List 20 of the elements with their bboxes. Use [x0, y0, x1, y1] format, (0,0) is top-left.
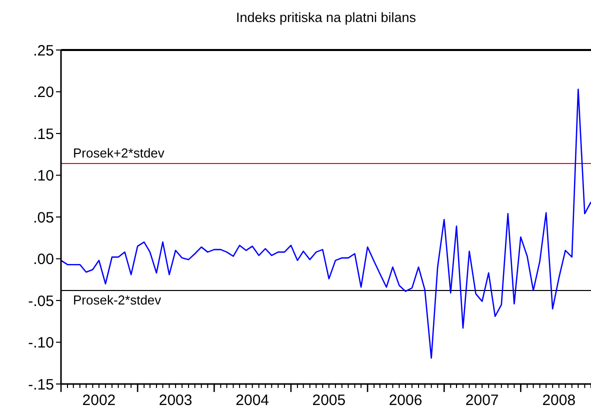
x-tick-label: 2006: [388, 392, 422, 409]
y-tick-label: -.15: [28, 376, 54, 394]
y-tick-label: -.05: [28, 292, 54, 310]
ref-line-label: Prosek+2*stdev: [73, 146, 165, 161]
chart-title: Indeks pritiska na platni bilans: [236, 10, 416, 25]
y-tick-label: .10: [33, 168, 54, 184]
x-tick-label: 2008: [542, 392, 576, 409]
y-tick-label: .20: [33, 84, 54, 101]
x-tick-label: 2007: [465, 392, 499, 409]
x-tick-label: 2004: [236, 392, 270, 409]
line-series: [61, 88, 591, 359]
ref-line-label: Prosek-2*stdev: [73, 292, 162, 308]
x-tick-label: 2002: [82, 392, 116, 409]
x-tick-label: 2005: [312, 392, 346, 409]
y-tick-label: -.10: [28, 334, 54, 352]
y-tick-label: .00: [33, 251, 54, 268]
y-tick-label: .25: [33, 42, 54, 60]
y-tick-label: .05: [33, 209, 54, 226]
x-tick-label: 2003: [158, 392, 192, 409]
y-tick-label: .15: [33, 126, 54, 143]
